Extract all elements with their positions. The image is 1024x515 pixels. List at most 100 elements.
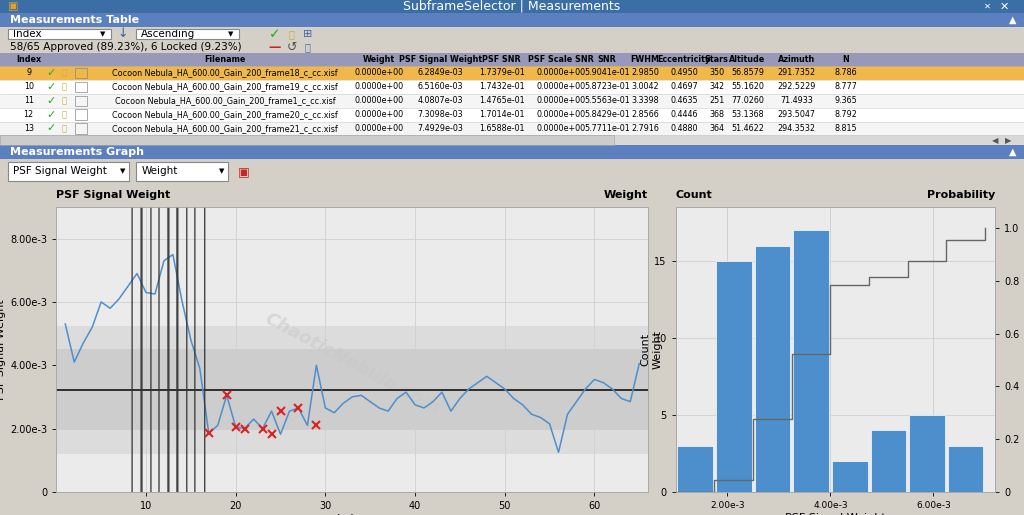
Bar xyxy=(755,246,791,492)
Text: Weight: Weight xyxy=(604,190,648,200)
Text: 58/65 Approved (89.23%), 6 Locked (9.23%): 58/65 Approved (89.23%), 6 Locked (9.23%… xyxy=(10,42,242,52)
Text: 251: 251 xyxy=(710,96,724,105)
Text: 0.0000e+00: 0.0000e+00 xyxy=(354,68,403,77)
Text: 🔒: 🔒 xyxy=(304,42,310,52)
Text: 292.5229: 292.5229 xyxy=(777,82,816,91)
Text: —: — xyxy=(268,41,281,54)
Text: Cocoon Nebula_HA_600.00_Gain_200_frame19_c_cc.xisf: Cocoon Nebula_HA_600.00_Gain_200_frame19… xyxy=(113,82,338,91)
Text: 51.4622: 51.4622 xyxy=(731,124,764,133)
Text: Probability: Probability xyxy=(927,190,995,200)
Text: 3.0042: 3.0042 xyxy=(632,82,658,91)
Text: Cocoon Nebula_HA_600.00_Gain_200_frame18_c_cc.xisf: Cocoon Nebula_HA_600.00_Gain_200_frame18… xyxy=(113,68,338,77)
Text: 0.4950: 0.4950 xyxy=(670,68,698,77)
Text: Altitude: Altitude xyxy=(729,55,766,64)
Text: 7.3098e-03: 7.3098e-03 xyxy=(418,110,463,119)
Text: ⊞: ⊞ xyxy=(302,29,312,39)
Bar xyxy=(136,29,239,39)
Text: 8.786: 8.786 xyxy=(835,68,857,77)
Text: 🔒: 🔒 xyxy=(62,96,67,105)
Bar xyxy=(0,145,1024,159)
Text: 0.4697: 0.4697 xyxy=(670,82,698,91)
Text: 293.5047: 293.5047 xyxy=(777,110,816,119)
Text: ◀: ◀ xyxy=(992,135,998,145)
Text: 6.2849e-03: 6.2849e-03 xyxy=(418,68,463,77)
Text: ✓: ✓ xyxy=(46,82,56,92)
Bar xyxy=(0,122,1024,135)
Text: Measurements Graph: Measurements Graph xyxy=(10,147,144,157)
Text: 8.792: 8.792 xyxy=(835,110,857,119)
Text: PSF Scale SNR: PSF Scale SNR xyxy=(528,55,594,64)
Text: ✓: ✓ xyxy=(268,27,281,41)
Text: 1.7014e-01: 1.7014e-01 xyxy=(479,110,524,119)
Text: 8.777: 8.777 xyxy=(835,82,857,91)
Text: 2.9850: 2.9850 xyxy=(631,68,659,77)
Text: 0.0000e+00: 0.0000e+00 xyxy=(354,82,403,91)
Text: ▣: ▣ xyxy=(8,2,18,11)
Text: SubframeSelector | Measurements: SubframeSelector | Measurements xyxy=(403,0,621,13)
Text: 0.4880: 0.4880 xyxy=(671,124,697,133)
Text: 0.0000e+00: 0.0000e+00 xyxy=(354,96,403,105)
Text: 2.7916: 2.7916 xyxy=(631,124,659,133)
Text: 368: 368 xyxy=(710,110,724,119)
Text: 🔒: 🔒 xyxy=(62,68,67,77)
Text: ChaoticNebula.com: ChaoticNebula.com xyxy=(261,310,443,418)
Text: ▣: ▣ xyxy=(238,165,249,178)
Text: 0.0000e+00: 0.0000e+00 xyxy=(354,124,403,133)
Text: SNR: SNR xyxy=(598,55,616,64)
Text: 8.815: 8.815 xyxy=(835,124,857,133)
Bar xyxy=(136,162,228,181)
Text: Azimuth: Azimuth xyxy=(778,55,815,64)
Text: ✕: ✕ xyxy=(984,2,991,11)
Bar xyxy=(794,230,828,492)
Text: 364: 364 xyxy=(710,124,724,133)
Text: 1.7379e-01: 1.7379e-01 xyxy=(479,68,524,77)
Text: Measurements Table: Measurements Table xyxy=(10,15,139,25)
Text: 350: 350 xyxy=(710,68,724,77)
Text: 0.0000e+00: 0.0000e+00 xyxy=(537,110,586,119)
Text: 0.0000e+00: 0.0000e+00 xyxy=(537,68,586,77)
Text: ▼: ▼ xyxy=(227,31,233,37)
Text: Cocoon Nebula_HA_600.00_Gain_200_frame21_c_cc.xisf: Cocoon Nebula_HA_600.00_Gain_200_frame21… xyxy=(113,124,338,133)
Text: 4.0807e-03: 4.0807e-03 xyxy=(418,96,463,105)
Text: Eccentricity: Eccentricity xyxy=(657,55,711,64)
Text: PSF Signal Weight: PSF Signal Weight xyxy=(398,55,482,64)
Text: 0.4446: 0.4446 xyxy=(671,110,697,119)
Text: 77.0260: 77.0260 xyxy=(731,96,764,105)
Text: ↓: ↓ xyxy=(118,27,128,41)
Bar xyxy=(0,184,1024,512)
Text: 294.3532: 294.3532 xyxy=(777,124,816,133)
Bar xyxy=(0,27,1024,41)
Text: Filename: Filename xyxy=(205,55,246,64)
Text: 5.9041e-01: 5.9041e-01 xyxy=(585,68,630,77)
Bar xyxy=(909,415,945,492)
Text: 7.4929e-03: 7.4929e-03 xyxy=(418,124,463,133)
Text: 342: 342 xyxy=(710,82,724,91)
Bar xyxy=(8,29,111,39)
Text: ▼: ▼ xyxy=(120,168,126,175)
Text: ▶: ▶ xyxy=(1006,135,1012,145)
Bar xyxy=(8,29,111,39)
Bar xyxy=(75,110,87,120)
Bar xyxy=(0,135,1024,145)
Text: 56.8579: 56.8579 xyxy=(731,68,764,77)
X-axis label: Index: Index xyxy=(337,513,368,515)
Y-axis label: PSF Signal Weight: PSF Signal Weight xyxy=(0,299,6,400)
Text: ↺: ↺ xyxy=(287,41,297,54)
Text: 71.4933: 71.4933 xyxy=(780,96,813,105)
Text: ✓: ✓ xyxy=(46,68,56,78)
Text: 2.8566: 2.8566 xyxy=(631,110,659,119)
Text: ▲: ▲ xyxy=(1010,147,1017,157)
Bar xyxy=(75,96,87,106)
Text: ✓: ✓ xyxy=(46,110,56,119)
Text: 53.1368: 53.1368 xyxy=(731,110,764,119)
Text: 🔒: 🔒 xyxy=(289,29,295,39)
Text: Cocoon Nebula_HA_600.00_Gain_200_frame20_c_cc.xisf: Cocoon Nebula_HA_600.00_Gain_200_frame20… xyxy=(113,110,338,119)
Text: ▲: ▲ xyxy=(1010,15,1017,25)
Bar xyxy=(0,94,1024,108)
Text: ✕: ✕ xyxy=(999,2,1009,11)
Y-axis label: Count: Count xyxy=(640,333,650,366)
Bar xyxy=(0,53,1024,66)
Text: Stars: Stars xyxy=(705,55,729,64)
Bar xyxy=(0,0,1024,13)
Bar xyxy=(0,135,614,145)
